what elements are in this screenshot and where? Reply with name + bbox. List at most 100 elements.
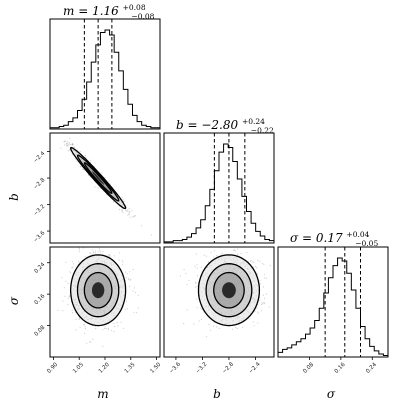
density-point-m-b	[133, 216, 135, 218]
density-point-m-sigma	[134, 291, 136, 294]
density-point-m-b	[121, 210, 123, 212]
density-point-m-b	[125, 209, 127, 211]
density-point-m-sigma	[65, 261, 67, 263]
density-point-m-sigma	[84, 256, 86, 258]
density-point-m-sigma	[125, 271, 127, 273]
density-point-b-sigma	[254, 265, 257, 268]
density-point-m-sigma	[63, 287, 65, 289]
density-point-m-sigma	[75, 318, 77, 320]
density-point-m-sigma	[92, 249, 94, 251]
density-point-m-sigma	[125, 300, 127, 303]
density-point-m-b	[134, 215, 137, 217]
density-point-m-sigma	[102, 345, 104, 347]
density-point-m-b	[118, 208, 121, 211]
density-point-m-b	[68, 142, 70, 144]
hist-sigma	[277, 257, 389, 357]
xtick-label-m: 1.05	[72, 361, 85, 374]
density-point-b-sigma	[263, 303, 266, 305]
density-point-b-sigma	[183, 323, 185, 325]
density-point-m-b	[84, 154, 86, 157]
title-m: m = 1.16 +0.08 −0.08	[63, 0, 155, 21]
density-point-m-sigma	[120, 321, 122, 323]
ytick-label-sigma: 0.08	[34, 324, 47, 337]
density-point-m-b	[128, 211, 130, 213]
xtick-label-b: −2.8	[221, 361, 235, 375]
xlabel-sigma: σ	[327, 387, 336, 401]
density-point-b-sigma	[216, 255, 218, 257]
hist-b	[163, 143, 275, 243]
density-point-b-sigma	[193, 323, 195, 325]
density-point-m-b	[73, 146, 75, 149]
density-point-m-sigma	[107, 328, 109, 331]
density-point-m-b	[64, 144, 66, 146]
ytick-label-b: −2.4	[33, 150, 47, 164]
density-point-m-b	[69, 149, 71, 151]
density-point-b-sigma	[210, 251, 212, 253]
hist-m	[49, 29, 161, 129]
density-point-m-b	[90, 161, 92, 164]
density-point-b-sigma	[188, 279, 190, 281]
density-point-m-b	[122, 211, 124, 213]
density-point-b-sigma	[196, 298, 198, 300]
density-point-m-b	[126, 210, 128, 212]
density-point-m-sigma	[67, 304, 69, 306]
density-point-m-sigma	[110, 256, 112, 258]
density-point-m-sigma	[78, 317, 81, 319]
density-point-m-sigma	[71, 312, 74, 314]
density-point-b-sigma	[231, 328, 234, 330]
density-point-m-sigma	[90, 252, 92, 254]
density-point-b-sigma	[264, 297, 266, 300]
density-point-b-sigma	[268, 306, 270, 308]
density-point-m-sigma	[89, 252, 91, 254]
density-point-b-sigma	[194, 266, 196, 268]
density-point-b-sigma	[262, 286, 264, 288]
density-point-b-sigma	[252, 321, 254, 323]
density-point-b-sigma	[260, 310, 263, 312]
density-point-m-b	[104, 177, 106, 179]
title-b: b = −2.80 +0.24 −0.22	[176, 113, 274, 135]
density-point-m-sigma	[137, 294, 139, 296]
density-point-b-sigma	[254, 310, 256, 312]
density-point-m-sigma	[61, 277, 63, 279]
xtick-label-sigma: 0.24	[365, 361, 378, 374]
density-point-m-b	[128, 213, 130, 215]
ytick-label-sigma: 0.16	[34, 293, 47, 306]
density-point-m-sigma	[90, 341, 92, 343]
contour-b-sigma-2	[213, 271, 245, 309]
xlabel-m: m	[97, 387, 108, 401]
density-point-m-sigma	[97, 251, 99, 253]
density-point-m-b	[127, 209, 129, 211]
density-point-m-b	[69, 137, 71, 139]
density-point-m-sigma	[102, 250, 104, 253]
density-point-m-sigma	[65, 280, 67, 282]
density-point-m-sigma	[94, 250, 97, 252]
density-point-b-sigma	[186, 283, 188, 286]
density-point-m-b	[76, 149, 78, 151]
density-point-b-sigma	[221, 252, 223, 254]
density-point-m-b	[66, 144, 68, 146]
density-point-m-b	[68, 143, 70, 146]
density-point-m-sigma	[67, 297, 69, 299]
density-point-b-sigma	[259, 260, 261, 262]
density-point-m-sigma	[122, 327, 125, 329]
density-point-m-sigma	[121, 260, 123, 262]
density-point-m-sigma	[68, 295, 71, 297]
density-point-b-sigma	[238, 324, 240, 326]
contour-m-sigma-2	[83, 271, 113, 309]
density-point-m-sigma	[116, 321, 118, 324]
density-point-m-b	[122, 199, 124, 201]
density-point-m-b	[63, 140, 66, 142]
density-point-b-sigma	[213, 250, 215, 252]
density-point-b-sigma	[196, 275, 199, 277]
density-point-m-sigma	[113, 326, 116, 328]
density-point-m-b	[66, 142, 68, 144]
density-point-b-sigma	[262, 303, 264, 305]
density-point-m-sigma	[107, 327, 109, 329]
density-point-b-sigma	[257, 322, 259, 324]
density-point-m-b	[79, 166, 81, 168]
density-point-m-sigma	[71, 267, 73, 269]
density-point-b-sigma	[265, 277, 267, 279]
panel-frame-sigma-sigma	[277, 246, 389, 358]
density-point-b-sigma	[183, 268, 185, 271]
